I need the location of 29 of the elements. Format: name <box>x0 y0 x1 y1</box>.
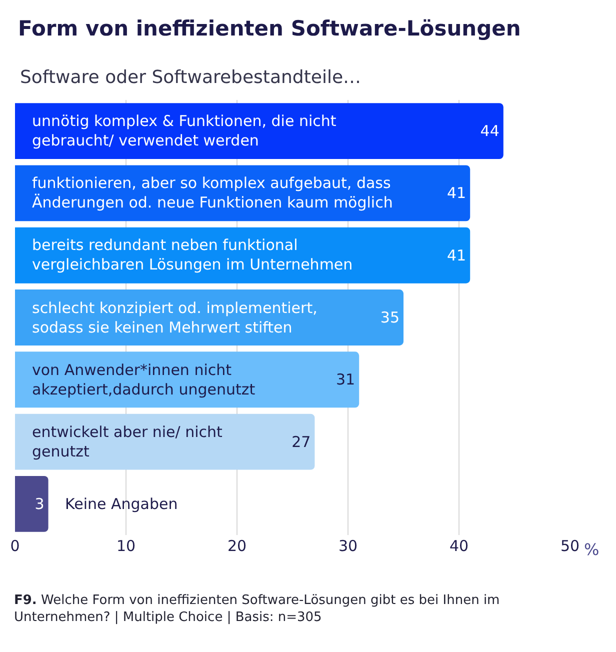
data-label: 41 <box>447 246 466 264</box>
data-label: 41 <box>447 184 466 202</box>
chart-title: Form von ineffizienten Software-Lösungen <box>18 16 521 40</box>
y-tick-label: bereits redundant neben funktional vergleichbaren Lösungen im Unternehmen <box>32 236 353 274</box>
bar <box>15 352 360 408</box>
bar <box>15 476 48 532</box>
bar <box>15 414 315 470</box>
data-label: 27 <box>292 432 311 451</box>
data-label: 35 <box>380 308 400 326</box>
data-label: 3 <box>34 494 44 513</box>
x-tick-label: 20 <box>227 537 247 555</box>
x-tick-label: 10 <box>116 537 136 555</box>
y-tick-label: unnötig komplex & Funktionen, die nicht gebraucht/ verwendet werden <box>32 112 336 150</box>
x-tick-label: 30 <box>338 537 358 555</box>
y-tick-label: Keine Angaben <box>65 495 178 513</box>
x-tick-label: 40 <box>449 537 469 555</box>
x-axis-title: % <box>584 540 600 559</box>
y-tick-label: entwickelt aber nie/ nicht genutzt <box>32 423 223 460</box>
data-label: 31 <box>336 370 356 389</box>
x-tick-label: 0 <box>10 537 20 555</box>
chart-subtitle: Software oder Softwarebestandteile… <box>20 67 362 88</box>
bar <box>15 227 470 284</box>
bar <box>15 103 504 160</box>
y-tick-label: funktionieren, aber so komplex aufgebaut, dass Änderungen od. neue Funktionen kaum möglich <box>32 174 393 212</box>
y-tick-label: von Anwender*innen nicht akzeptiert,dadurch ungenutzt <box>32 361 256 398</box>
data-label: 44 <box>480 122 500 140</box>
y-tick-label: schlecht konzipiert od. implementiert, sodass sie keinen Mehrwert stiften <box>32 299 318 336</box>
text: F9. Welche Form von ineffizienten Software-Lösungen gibt es bei Ihnen im Unternehmen? | Multiple Choice | Basis: n=305 <box>14 593 500 625</box>
x-tick-label: 50 <box>560 537 580 555</box>
